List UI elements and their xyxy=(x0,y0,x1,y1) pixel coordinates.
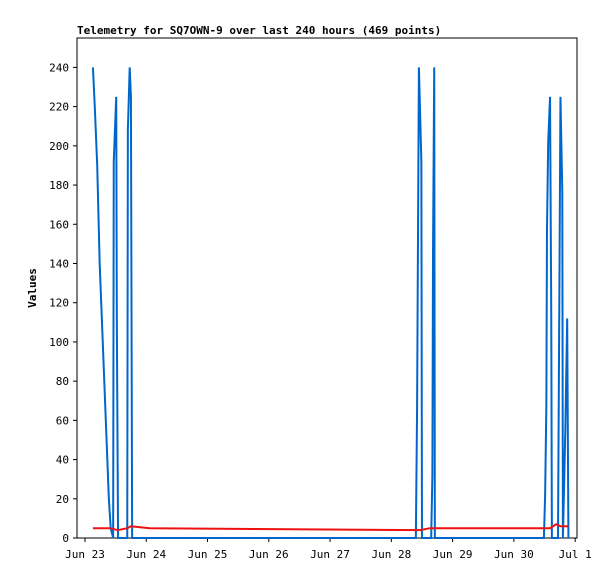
y-tick-label: 100 xyxy=(49,336,69,349)
y-tick-label: 60 xyxy=(56,414,69,427)
x-tick-label: Jun 24 xyxy=(126,548,166,561)
x-tick-label: Jun 27 xyxy=(310,548,350,561)
y-tick-label: 140 xyxy=(49,257,69,270)
y-tick-label: 120 xyxy=(49,297,69,310)
y-tick-label: 220 xyxy=(49,101,69,114)
series-line xyxy=(92,523,569,532)
x-tick-label: Jun 28 xyxy=(371,548,411,561)
chart-title: Telemetry for SQ7OWN-9 over last 240 hou… xyxy=(77,24,441,37)
y-tick-label: 240 xyxy=(49,61,69,74)
x-tick-label: Jun 30 xyxy=(494,548,534,561)
plot-frame xyxy=(76,37,578,539)
y-tick-label: 180 xyxy=(49,179,69,192)
y-tick-label: 40 xyxy=(56,454,69,467)
series-line xyxy=(91,67,570,539)
y-tick-label: 20 xyxy=(56,493,69,506)
y-tick-label: 200 xyxy=(49,140,69,153)
x-tick-label: Jul 1 xyxy=(559,548,592,561)
x-tick-label: Jun 23 xyxy=(65,548,105,561)
y-tick-label: 80 xyxy=(56,375,69,388)
x-tick-label: Jun 25 xyxy=(188,548,228,561)
y-tick-label: 0 xyxy=(62,532,69,545)
y-tick-label: 160 xyxy=(49,218,69,231)
x-tick-label: Jun 29 xyxy=(433,548,473,561)
y-axis-label: Values xyxy=(26,268,39,308)
x-tick-label: Jun 26 xyxy=(249,548,289,561)
